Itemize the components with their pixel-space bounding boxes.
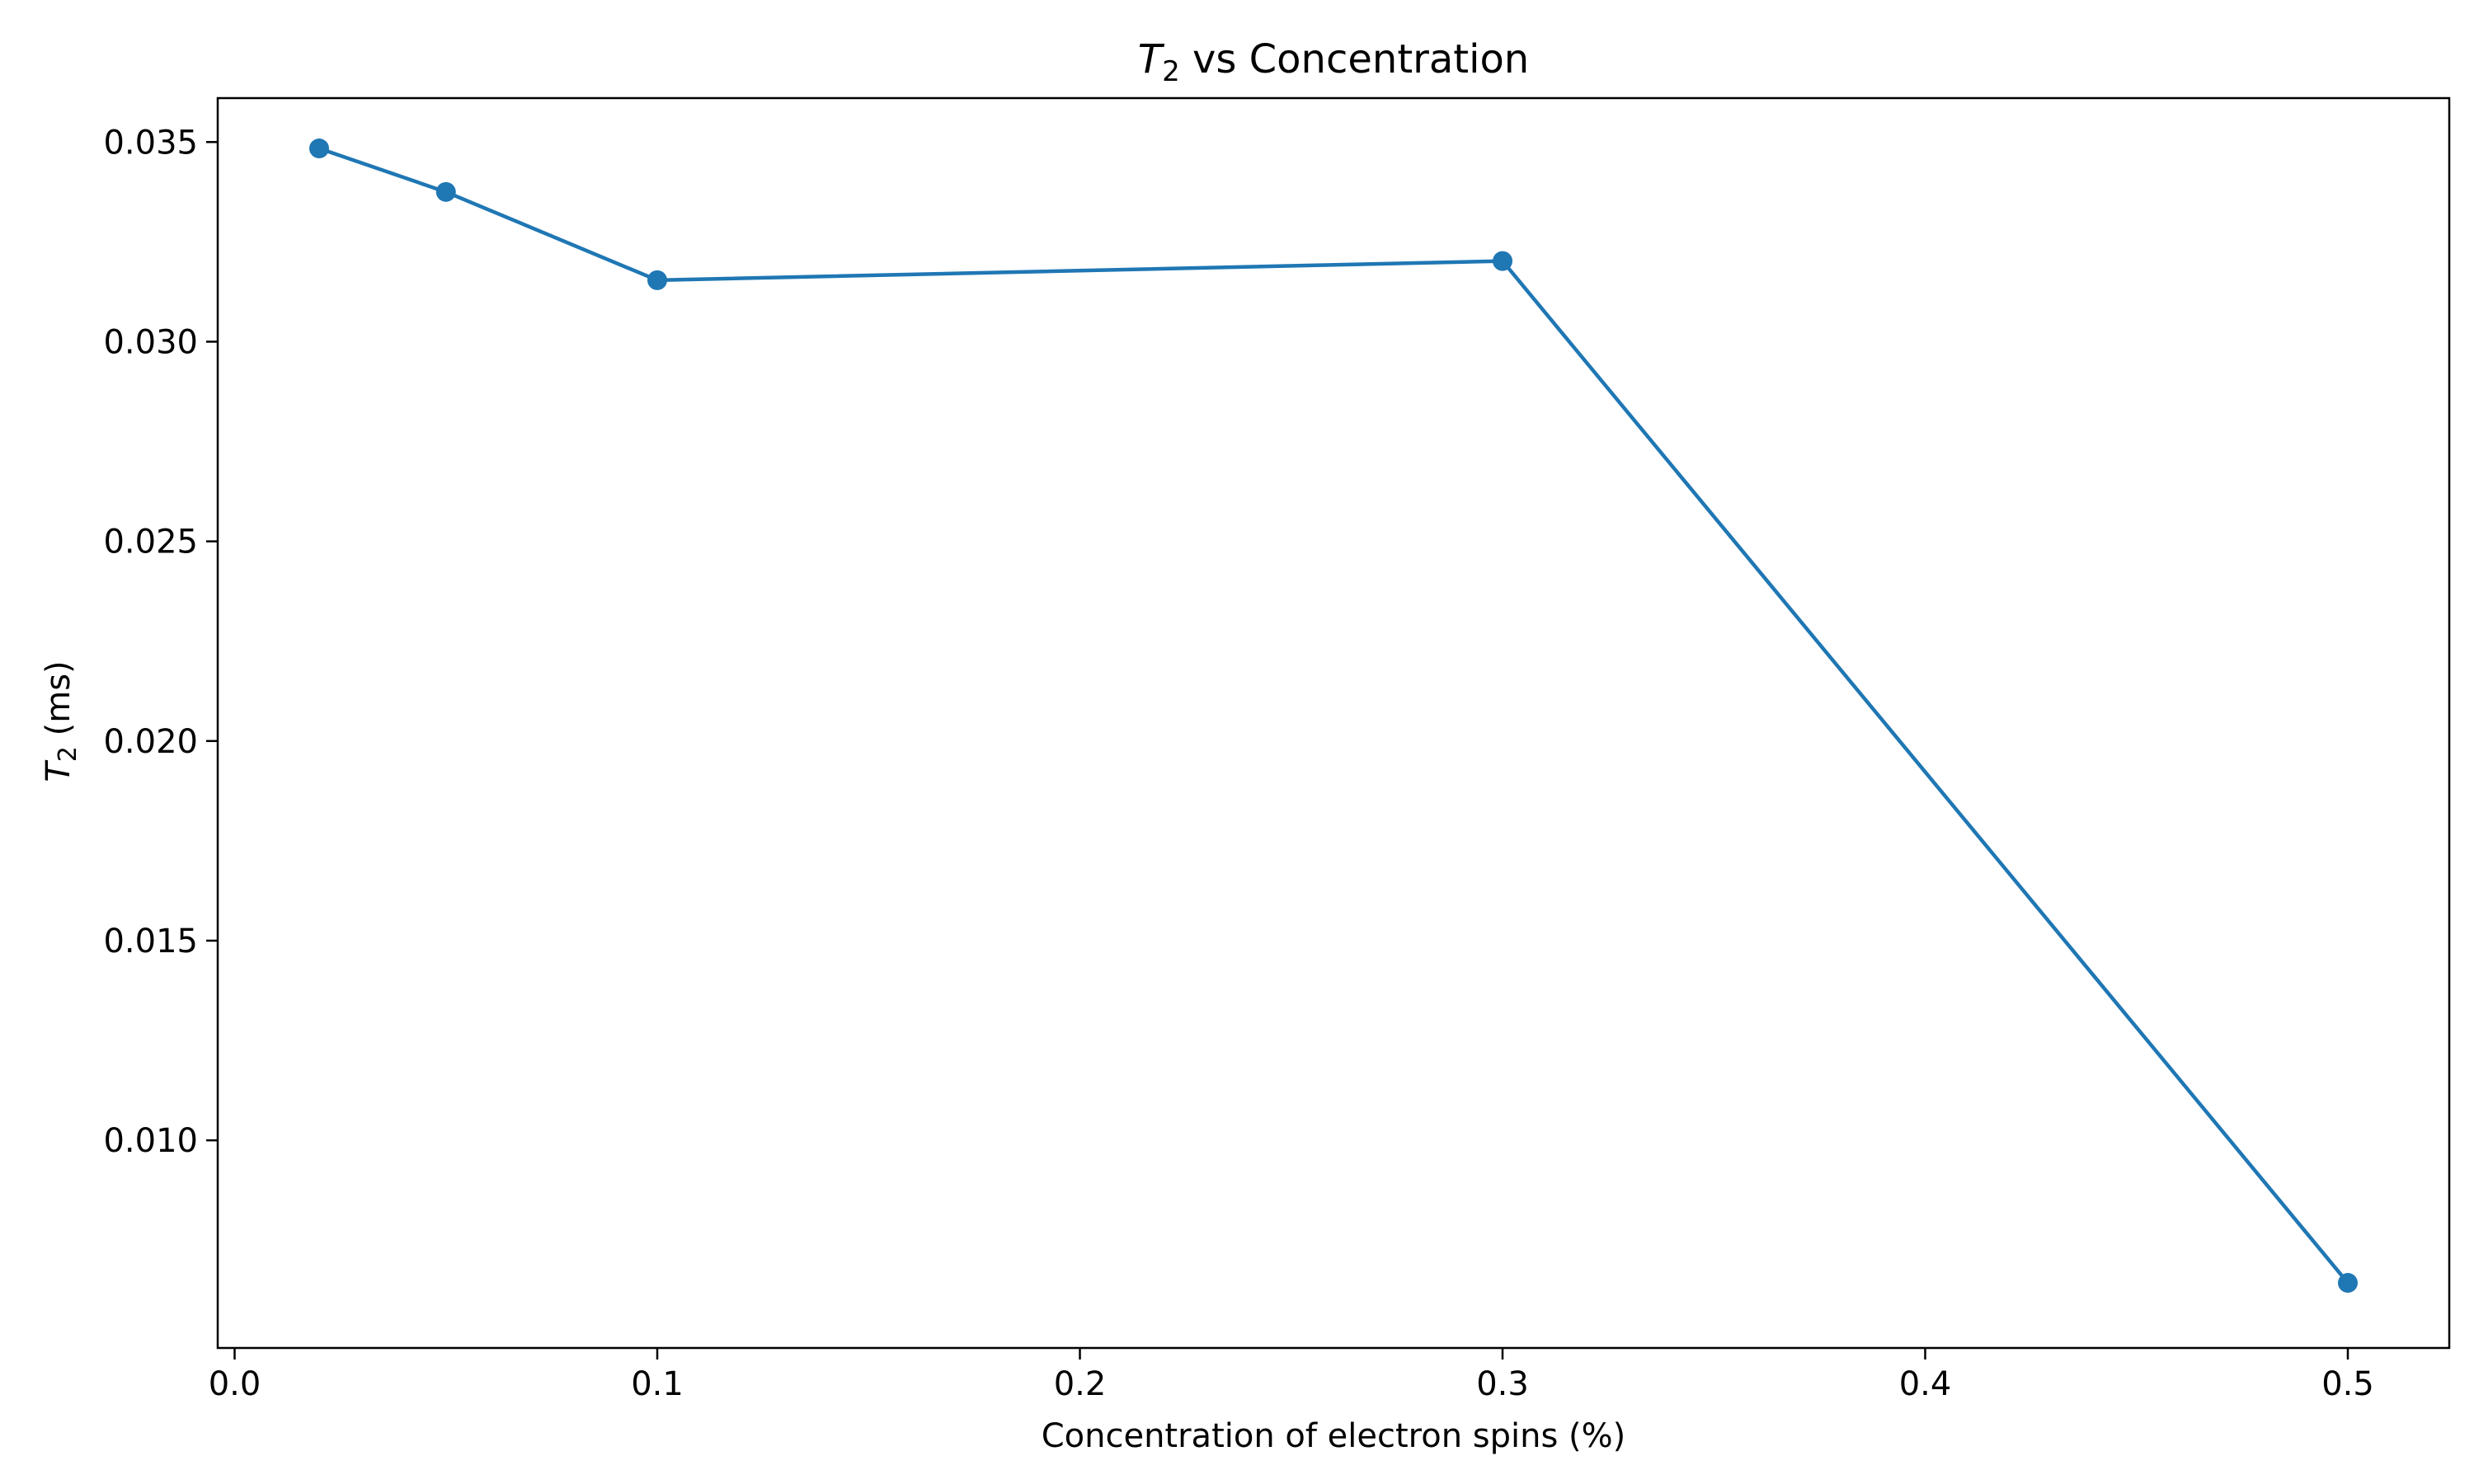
data-point bbox=[435, 181, 456, 202]
x-tick-label: 0.0 bbox=[209, 1365, 261, 1403]
y-tick-label: 0.015 bbox=[103, 923, 198, 960]
data-point bbox=[309, 139, 329, 159]
y-tick-label: 0.025 bbox=[103, 524, 198, 561]
series-line bbox=[318, 146, 2349, 1284]
x-axis-label: Concentration of electron spins (%) bbox=[1042, 1417, 1626, 1455]
data-point bbox=[1493, 251, 1512, 271]
x-tick-label: 0.5 bbox=[2321, 1365, 2374, 1403]
y-tick-label: 0.020 bbox=[103, 723, 198, 761]
plot-area: 0.0 0.1 0.2 0.3 0.4 0.5 0.010 0.015 0.020 0.025 0.… bbox=[103, 96, 2451, 1403]
data-point bbox=[2338, 1273, 2358, 1294]
chart-title: T2 vs Concentration bbox=[1138, 36, 1529, 88]
x-tick-label: 0.4 bbox=[1899, 1365, 1952, 1403]
x-tick-label: 0.2 bbox=[1054, 1365, 1107, 1403]
y-tick-label: 0.030 bbox=[103, 323, 198, 361]
y-tick-label: 0.035 bbox=[103, 124, 198, 162]
data-point bbox=[647, 270, 667, 290]
x-tick-label: 0.3 bbox=[1476, 1365, 1529, 1403]
y-tick-label: 0.010 bbox=[103, 1122, 198, 1160]
y-axis-label: T2 (ms) bbox=[40, 660, 82, 782]
x-tick-label: 0.1 bbox=[631, 1365, 684, 1403]
axes-frame bbox=[216, 96, 2451, 1350]
